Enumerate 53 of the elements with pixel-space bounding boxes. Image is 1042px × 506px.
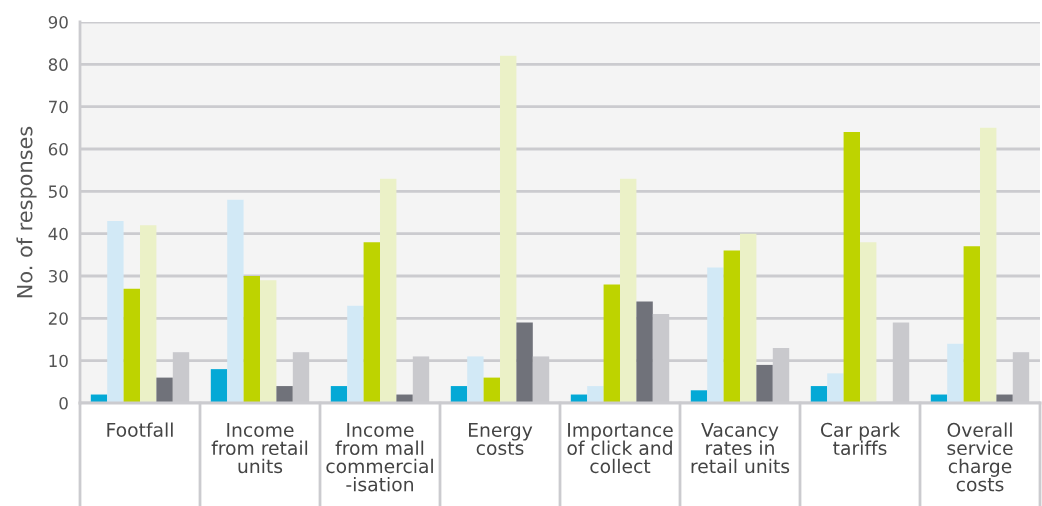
bar xyxy=(500,55,517,403)
y-axis-title: No. of responses xyxy=(16,126,37,298)
y-tick-label: 20 xyxy=(48,312,68,325)
x-tick-label: Income from mall commercial -isation xyxy=(326,423,433,492)
x-tick-label: Energy costs xyxy=(469,423,533,456)
bar xyxy=(860,242,877,403)
bar xyxy=(827,373,844,403)
bar xyxy=(380,178,397,403)
x-tick-label: Car park tariffs xyxy=(820,422,901,456)
bar xyxy=(243,276,260,403)
bar xyxy=(123,288,140,403)
bar xyxy=(843,132,860,403)
bar xyxy=(947,343,964,403)
x-tick-label: Overall service charge costs xyxy=(947,422,1013,492)
bar xyxy=(210,369,228,403)
y-tick-label: 90 xyxy=(48,15,68,29)
y-tick-label: 30 xyxy=(48,269,68,283)
bar xyxy=(980,127,997,403)
x-tick-label: Importance of click and collect xyxy=(567,423,673,474)
y-tick-label: 10 xyxy=(49,354,68,368)
bar xyxy=(810,386,828,403)
y-tick-label: 70 xyxy=(49,100,68,114)
bar xyxy=(107,220,124,403)
bar xyxy=(756,364,773,403)
bar xyxy=(330,386,348,403)
y-tick-label: 50 xyxy=(48,185,68,198)
bar xyxy=(363,242,380,403)
y-tick-label: 60 xyxy=(48,142,68,156)
bar xyxy=(483,377,500,403)
y-tick-label: 40 xyxy=(48,227,68,241)
bar xyxy=(260,280,277,403)
bar xyxy=(963,246,980,403)
bar xyxy=(723,250,740,403)
x-tick-label: Vacancy rates in retail units xyxy=(691,423,790,474)
bar xyxy=(740,233,757,403)
bar xyxy=(140,225,157,403)
bar xyxy=(603,284,620,403)
bar xyxy=(347,305,364,403)
x-tick-label: Footfall xyxy=(107,422,173,437)
y-tick-label: 0 xyxy=(59,396,68,410)
bar xyxy=(587,386,604,403)
bar xyxy=(690,390,708,403)
bar xyxy=(276,386,293,403)
x-tick-label: Income from retail units xyxy=(211,423,308,474)
bar xyxy=(707,267,724,403)
bar xyxy=(636,301,653,403)
y-tick-label: 80 xyxy=(48,58,68,71)
bar xyxy=(467,356,484,403)
bar xyxy=(450,386,468,403)
bar xyxy=(227,199,244,403)
bar xyxy=(620,178,637,403)
bar xyxy=(516,322,533,403)
bar xyxy=(156,377,173,403)
